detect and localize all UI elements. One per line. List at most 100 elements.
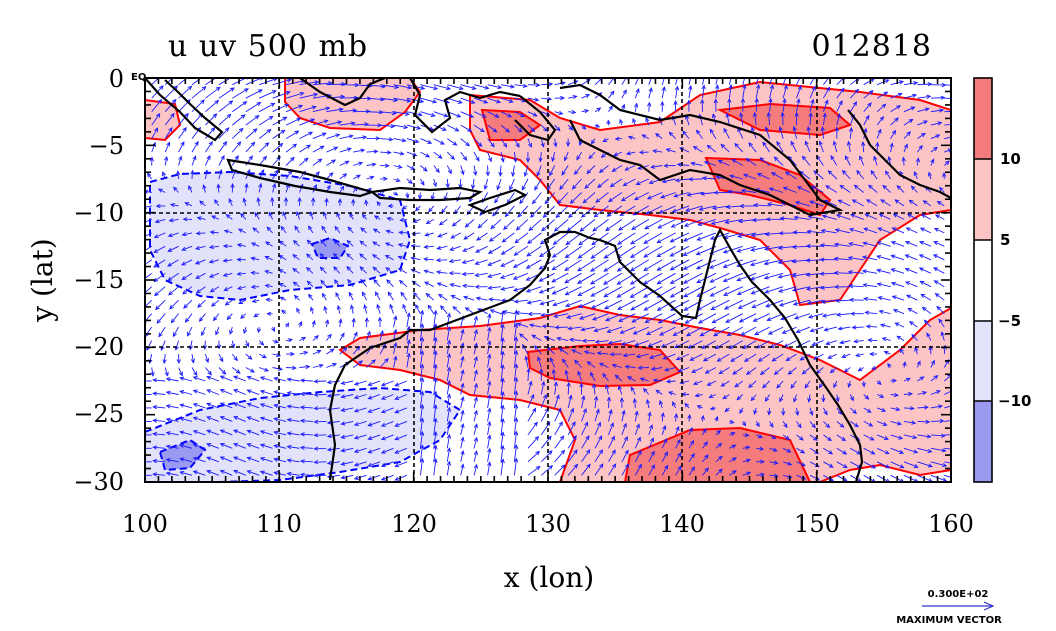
wind-vector (793, 126, 797, 139)
wind-vector (487, 367, 491, 382)
wind-vector (399, 231, 407, 234)
wind-vector-head (743, 357, 749, 362)
wind-vector-head (219, 402, 225, 407)
wind-vector (702, 85, 705, 99)
wind-vector (809, 113, 812, 126)
wind-vector-head (192, 470, 198, 475)
wind-vector (661, 425, 666, 436)
wind-vector (930, 134, 940, 140)
wind-vector (473, 138, 483, 147)
wind-vector-head (513, 363, 519, 369)
wind-vector-head (179, 443, 185, 449)
wind-vector-head (708, 394, 714, 399)
wind-vector-head (668, 131, 674, 137)
wind-vector-head (246, 168, 251, 174)
wind-vector (581, 326, 596, 331)
wind-vector-head (140, 474, 144, 477)
wind-vector-head (551, 290, 557, 295)
wind-vector-head (257, 89, 263, 94)
wind-vector-head (483, 185, 488, 191)
wind-vector (380, 124, 395, 127)
wind-vector (729, 444, 736, 449)
wind-vector (460, 450, 464, 462)
wind-vector (793, 394, 797, 402)
wind-vector (554, 111, 563, 115)
wind-vector-head (593, 328, 599, 333)
wind-vector (433, 337, 437, 355)
wind-vector-head (662, 424, 667, 430)
wind-vector-head (916, 360, 921, 366)
wind-vector-head (383, 176, 388, 181)
wind-vector-head (649, 354, 655, 359)
wind-vector-head (923, 120, 929, 125)
wind-vector (293, 281, 300, 288)
wind-vector (541, 313, 555, 316)
wind-vector (274, 377, 287, 382)
wind-vector-head (717, 455, 723, 461)
wind-vector (274, 404, 287, 409)
wind-vector (838, 326, 851, 330)
wind-vector (233, 402, 246, 409)
wind-vector-head (771, 434, 777, 440)
wind-vector (544, 192, 556, 204)
wind-vector (835, 299, 851, 302)
wind-vector (339, 109, 357, 113)
wind-vector-head (744, 432, 750, 438)
wind-vector-head (233, 356, 238, 362)
wind-vector (415, 205, 421, 211)
wind-vector-head (233, 429, 239, 434)
wind-vector-head (410, 256, 416, 261)
wind-vector-head (521, 185, 526, 191)
wind-vector (903, 144, 908, 153)
wind-vector-head (292, 254, 298, 259)
wind-vector (930, 405, 943, 409)
wind-vector-head (940, 433, 946, 438)
wind-vector (584, 178, 596, 189)
wind-vector (154, 232, 166, 238)
wind-vector-head (897, 92, 903, 97)
wind-vector-head (208, 140, 213, 146)
wind-vector (676, 353, 690, 361)
wind-vector-head (647, 101, 652, 107)
wind-vector (885, 170, 891, 180)
wind-vector (863, 102, 872, 112)
wind-vector (655, 133, 663, 139)
wind-vector (593, 384, 596, 395)
wind-vector (393, 84, 412, 89)
wind-vector (487, 408, 491, 422)
wind-vector-head (624, 463, 629, 469)
wind-vector-head (894, 117, 899, 122)
wind-vector-head (240, 114, 246, 119)
wind-vector (884, 351, 891, 355)
wind-vector-head (192, 376, 198, 381)
wind-vector (824, 200, 837, 207)
wind-vector-head (868, 90, 874, 95)
wind-vector-head (252, 227, 258, 232)
wind-vector (232, 367, 241, 374)
wind-vector-head (319, 145, 325, 150)
wind-vector (300, 447, 313, 449)
wind-vector-head (473, 342, 478, 348)
wind-vector-head (326, 184, 331, 190)
wind-vector-head (875, 141, 880, 147)
wind-vector-head (805, 243, 811, 249)
wind-vector (807, 230, 824, 234)
wind-vector-head (577, 254, 583, 259)
wind-vector-head (425, 219, 431, 225)
wind-vector-head (543, 127, 548, 132)
wind-vector-head (740, 331, 746, 336)
wind-vector-head (576, 155, 581, 161)
wind-vector (779, 394, 784, 402)
wind-vector-head (741, 421, 747, 427)
wind-vector-head (648, 87, 653, 93)
wind-vector-head (955, 97, 959, 101)
wind-vector-head (637, 463, 642, 469)
wind-vector (880, 199, 891, 207)
wind-vector (833, 141, 838, 153)
wind-vector-head (585, 94, 591, 98)
wind-vector-head (635, 181, 641, 185)
wind-vector-head (393, 97, 399, 103)
wind-vector-head (168, 127, 173, 132)
wind-vector-head (882, 421, 888, 426)
wind-vector (590, 272, 609, 285)
